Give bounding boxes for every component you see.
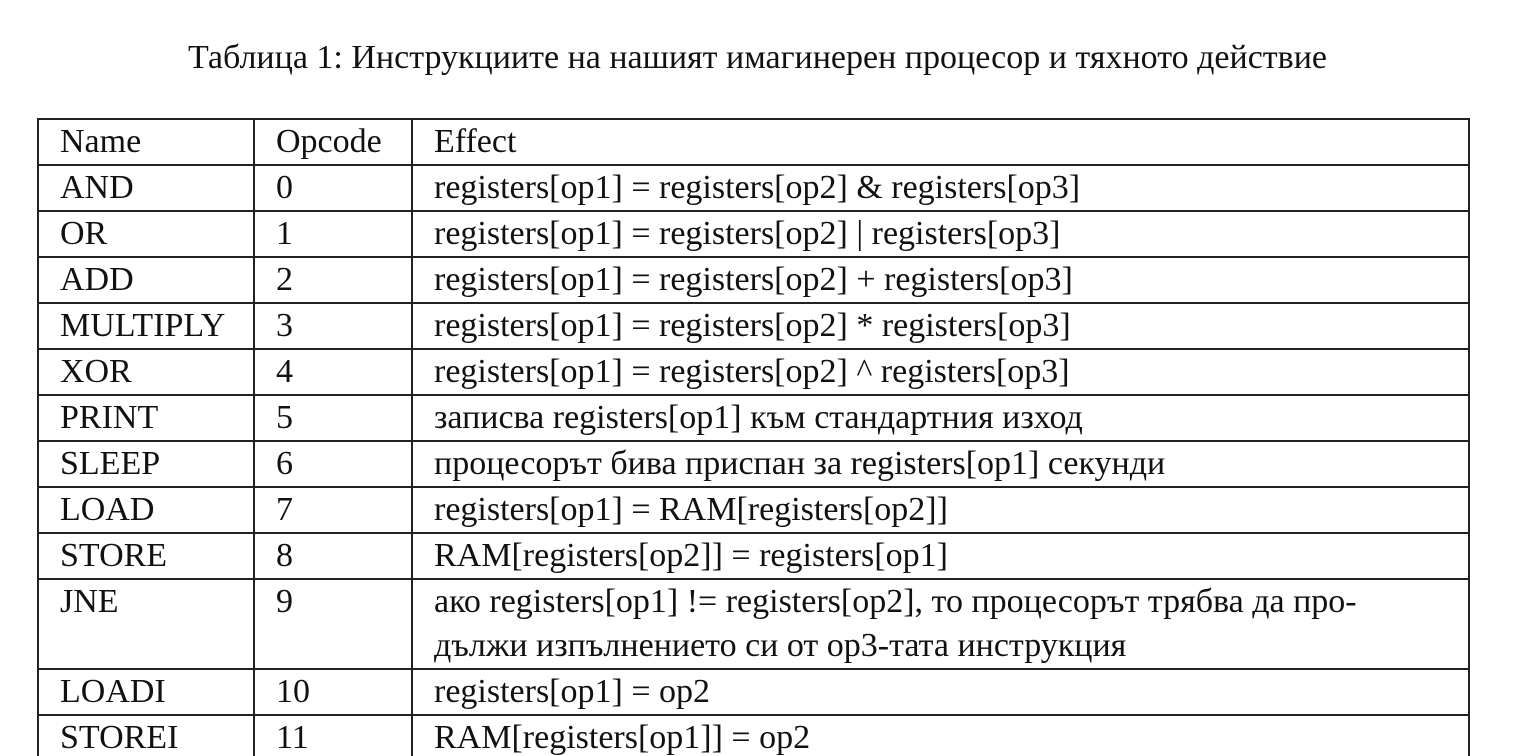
instruction-opcode: 7: [253, 486, 413, 534]
table-row: LOAD 7 registers[op1] = RAM[registers[op…: [37, 486, 1470, 534]
instruction-effect: registers[op1] = registers[op2] + regist…: [411, 256, 1470, 304]
table-row: SLEEP 6 процесорът бива приспан за regis…: [37, 440, 1470, 488]
instruction-opcode: 0: [253, 164, 413, 212]
instruction-effect: RAM[registers[op2]] = registers[op1]: [411, 532, 1470, 580]
instruction-name: MULTIPLY: [37, 302, 255, 350]
table-row: MULTIPLY 3 registers[op1] = registers[op…: [37, 302, 1470, 350]
instruction-effect: registers[op1] = registers[op2] & regist…: [411, 164, 1470, 212]
instruction-name: STORE: [37, 532, 255, 580]
instruction-table: Name Opcode Effect AND 0 registers[op1] …: [37, 118, 1470, 756]
instruction-opcode: 8: [253, 532, 413, 580]
header-effect: Effect: [411, 118, 1470, 166]
table-caption: Таблица 1: Инструкциите на нашият имагин…: [188, 39, 1327, 76]
effect-line: дължи изпълнението си от op3-тата инстру…: [434, 627, 1127, 664]
instruction-effect: registers[op1] = registers[op2] * regist…: [411, 302, 1470, 350]
instruction-opcode: 5: [253, 394, 413, 442]
table-header-row: Name Opcode Effect: [37, 118, 1470, 166]
instruction-name: ADD: [37, 256, 255, 304]
instruction-name: LOAD: [37, 486, 255, 534]
table-row: ADD 2 registers[op1] = registers[op2] + …: [37, 256, 1470, 304]
instruction-name: AND: [37, 164, 255, 212]
instruction-effect: RAM[registers[op1]] = op2: [411, 714, 1470, 756]
table-row: PRINT 5 записва registers[op1] към станд…: [37, 394, 1470, 442]
instruction-name: XOR: [37, 348, 255, 396]
instruction-effect: процесорът бива приспан за registers[op1…: [411, 440, 1470, 488]
table-row: LOADI 10 registers[op1] = op2: [37, 668, 1470, 716]
instruction-opcode: 2: [253, 256, 413, 304]
instruction-opcode: 10: [253, 668, 413, 716]
instruction-effect: ако registers[op1] != registers[op2], то…: [411, 578, 1470, 670]
table-row: AND 0 registers[op1] = registers[op2] & …: [37, 164, 1470, 212]
instruction-name: SLEEP: [37, 440, 255, 488]
instruction-opcode: 1: [253, 210, 413, 258]
instruction-name: LOADI: [37, 668, 255, 716]
instruction-opcode: 6: [253, 440, 413, 488]
table-row: OR 1 registers[op1] = registers[op2] | r…: [37, 210, 1470, 258]
instruction-effect: registers[op1] = RAM[registers[op2]]: [411, 486, 1470, 534]
instruction-name: STOREI: [37, 714, 255, 756]
header-name: Name: [37, 118, 255, 166]
instruction-name: OR: [37, 210, 255, 258]
instruction-name: JNE: [37, 578, 255, 670]
instruction-effect: registers[op1] = op2: [411, 668, 1470, 716]
table-row: STOREI 11 RAM[registers[op1]] = op2: [37, 714, 1470, 756]
table-row: STORE 8 RAM[registers[op2]] = registers[…: [37, 532, 1470, 580]
instruction-effect: записва registers[op1] към стандартния и…: [411, 394, 1470, 442]
instruction-opcode: 9: [253, 578, 413, 670]
table-row: JNE 9 ако registers[op1] != registers[op…: [37, 578, 1470, 670]
header-opcode: Opcode: [253, 118, 413, 166]
instruction-opcode: 4: [253, 348, 413, 396]
effect-line: ако registers[op1] != registers[op2], то…: [434, 583, 1357, 620]
instruction-effect: registers[op1] = registers[op2] ^ regist…: [411, 348, 1470, 396]
instruction-opcode: 3: [253, 302, 413, 350]
instruction-name: PRINT: [37, 394, 255, 442]
instruction-opcode: 11: [253, 714, 413, 756]
instruction-effect: registers[op1] = registers[op2] | regist…: [411, 210, 1470, 258]
table-row: XOR 4 registers[op1] = registers[op2] ^ …: [37, 348, 1470, 396]
